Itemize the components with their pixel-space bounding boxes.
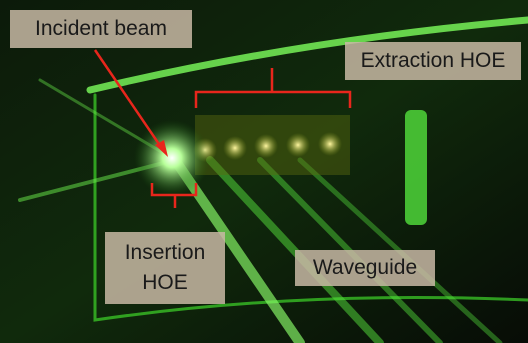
insertion-hoe-label: Insertion HOE xyxy=(105,232,225,304)
waveguide-label: Waveguide xyxy=(295,250,435,286)
annotated-photo: Incident beam Extraction HOE Insertion H… xyxy=(0,0,528,343)
incident-beam-label: Incident beam xyxy=(10,10,192,48)
label-line: HOE xyxy=(105,268,225,298)
extraction-hoe-label: Extraction HOE xyxy=(345,42,521,80)
label-line: Insertion xyxy=(105,238,225,268)
